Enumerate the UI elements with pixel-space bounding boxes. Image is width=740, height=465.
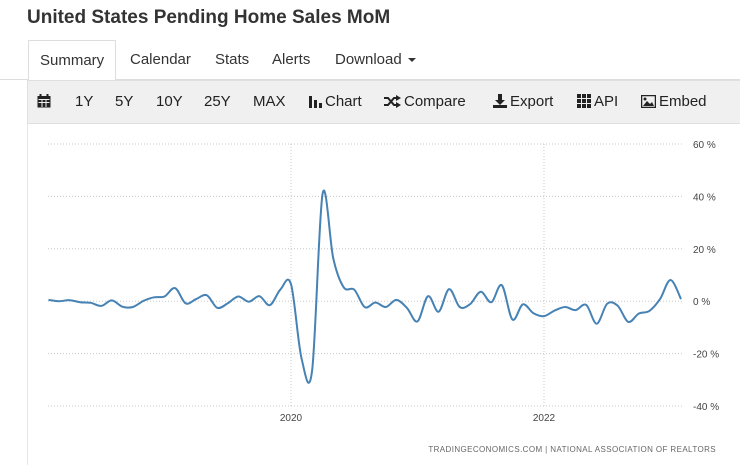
chart-toolbar: 1Y 5Y 10Y 25Y MAX Chart Compare Export A… [27,80,740,124]
y-tick-label: -20 % [693,350,719,361]
tab-stats[interactable]: Stats [215,51,250,68]
export-button[interactable]: Export [493,81,553,123]
range-10y-button[interactable]: 10Y [156,93,183,110]
title-bar: United States Pending Home Sales MoM [0,0,740,40]
y-tick-label: 60 % [693,140,716,151]
tab-summary[interactable]: Summary [28,40,117,81]
embed-button[interactable]: Embed [640,81,707,123]
compare-button-label: Compare [404,93,466,110]
x-tick-label: 2020 [280,413,303,424]
chart-button-label: Chart [325,93,362,110]
caret-down-icon [407,58,416,63]
tab-alerts[interactable]: Alerts [272,51,311,68]
page-title: United States Pending Home Sales MoM [27,7,391,28]
download-icon [493,94,507,108]
range-max-button[interactable]: MAX [253,93,286,110]
source-attribution: TRADINGECONOMICS.COM | NATIONAL ASSOCIAT… [428,445,716,454]
range-5y-button[interactable]: 5Y [115,93,134,110]
grid-icon [577,94,591,108]
y-tick-label: 0 % [693,297,710,308]
shuffle-icon [384,95,401,108]
api-button-label: API [594,93,619,110]
chart-type-button[interactable]: Chart [309,81,362,123]
bar-chart-icon [309,96,322,108]
series-line [48,189,682,384]
tab-calendar[interactable]: Calendar [130,51,191,68]
chart-area: 60 % 40 % 20 % 0 % -20 % -40 % 2020 2022 TRADING… [27,124,740,465]
y-tick-label: 20 % [693,245,716,256]
embed-button-label: Embed [659,93,707,110]
compare-button[interactable]: Compare [384,81,466,123]
range-1y-button[interactable]: 1Y [75,93,94,110]
export-button-label: Export [510,93,554,110]
image-icon [640,94,657,109]
api-button[interactable]: API [577,81,618,123]
tab-bar: Summary Calendar Stats Alerts Download [0,40,740,81]
tab-download[interactable]: Download [335,40,416,80]
y-tick-label: 40 % [693,192,716,203]
line-chart: 60 % 40 % 20 % 0 % -20 % -40 % 2020 2022 TRADING… [48,140,719,454]
tab-download-label: Download [335,51,402,68]
range-25y-button[interactable]: 25Y [204,93,231,110]
calendar-icon[interactable] [37,81,54,123]
x-tick-label: 2022 [533,413,556,424]
y-tick-label: -40 % [693,402,719,413]
